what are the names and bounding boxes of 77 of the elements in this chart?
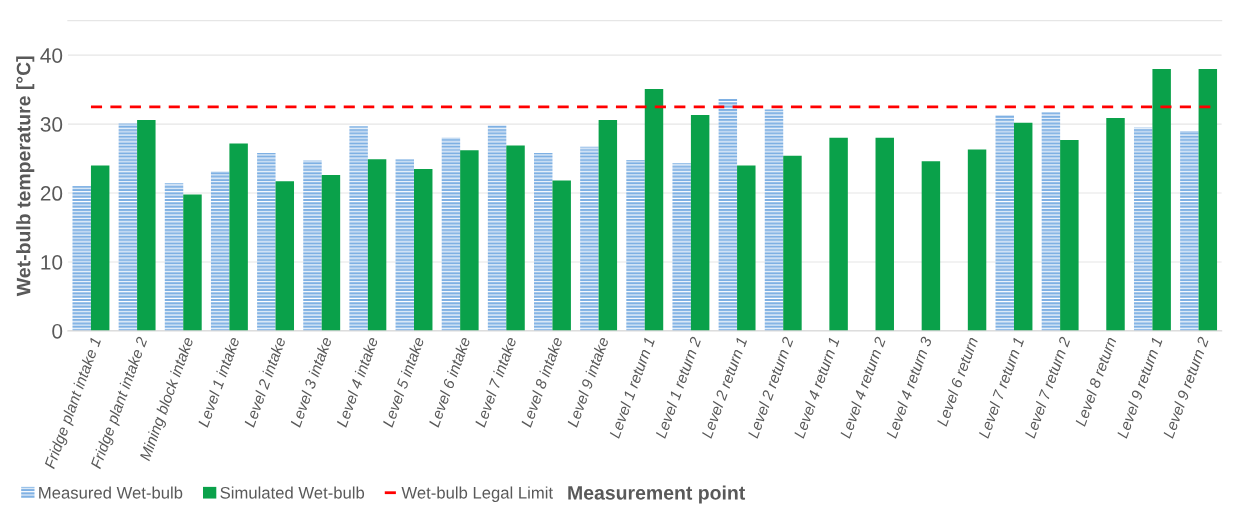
bar (1133, 127, 1153, 331)
bar (183, 194, 202, 331)
bar (210, 170, 230, 331)
bar (118, 123, 138, 331)
x-tick-label: Level 1 return 2 (654, 335, 702, 439)
bar (718, 98, 738, 331)
bar (1013, 122, 1033, 331)
bar (783, 155, 802, 331)
bar (598, 119, 618, 331)
x-tick-label: Level 6 intake (428, 336, 471, 428)
x-tick-label: Level 7 return 1 (977, 336, 1025, 439)
bar (672, 163, 691, 331)
legend-label: Simulated Wet-bulb (220, 486, 365, 499)
bar (1041, 112, 1061, 331)
x-tick-label: Level 2 return 1 (700, 336, 748, 439)
x-tick-label: Level 8 intake (520, 336, 563, 428)
bar (552, 180, 571, 331)
x-tick-label: Level 1 intake (197, 336, 240, 428)
x-tick-label: Level 4 return 3 (885, 335, 933, 439)
bar (395, 159, 415, 331)
y-tick-label: 40 (40, 48, 63, 63)
bar (506, 145, 525, 331)
x-tick-label: Level 2 return 2 (747, 335, 794, 439)
bar (921, 161, 941, 331)
bar (1152, 68, 1171, 331)
bar (137, 119, 156, 331)
bar (164, 183, 184, 331)
x-tick-label: Level 3 intake (289, 336, 333, 428)
x-tick-label: Level 7 return 2 (1023, 335, 1071, 439)
legend-label: Measured Wet-bulb (39, 486, 183, 499)
x-tick-label: Level 9 intake (566, 336, 609, 428)
bar (764, 109, 784, 331)
bar (875, 137, 894, 331)
bar (1180, 130, 1199, 331)
bar (90, 165, 110, 331)
y-tick-label: 10 (41, 254, 63, 270)
bar (829, 137, 848, 331)
x-tick-label: Level 2 intake (243, 336, 286, 428)
bar (321, 175, 341, 331)
x-tick-label: Level 4 return 2 (839, 335, 886, 439)
bar (1198, 68, 1218, 331)
bar (626, 159, 645, 331)
bar (275, 181, 295, 331)
bar (460, 150, 479, 331)
x-tick-label: Level 9 return 2 (1162, 335, 1210, 439)
x-tick-label: Level 1 return 1 (608, 336, 655, 439)
bar (72, 186, 91, 331)
y-tick-label: 30 (40, 117, 63, 132)
bar (995, 115, 1014, 331)
bar (1060, 139, 1079, 331)
x-tick-label: Level 7 intake (474, 336, 517, 428)
bar (367, 159, 387, 331)
bar (349, 126, 368, 331)
y-axis-title: Wet-bulb temperature [°C] (16, 56, 35, 297)
x-tick-label: Level 8 return (1074, 336, 1117, 427)
bar (690, 115, 710, 331)
bar (580, 146, 599, 331)
x-axis-title: Measurement point (568, 485, 746, 504)
x-tick-label: Level 4 return 1 (793, 336, 840, 439)
bar (1106, 117, 1125, 331)
bar (441, 137, 461, 331)
x-tick-label: Level 9 return 1 (1116, 336, 1163, 439)
bar (487, 125, 507, 331)
bar (737, 165, 756, 331)
bar (644, 88, 664, 331)
bar (257, 153, 276, 331)
y-tick-label: 20 (40, 186, 63, 201)
bar (534, 153, 553, 331)
bar (229, 143, 248, 331)
x-tick-label: Level 5 intake (381, 336, 425, 428)
x-tick-label: Level 4 intake (335, 336, 379, 428)
y-tick-label: 0 (52, 323, 63, 339)
bar (414, 168, 433, 331)
bar (967, 149, 987, 331)
bar (303, 160, 322, 331)
x-tick-label: Level 6 return (936, 336, 979, 427)
legend-label: Wet-bulb Legal Limit (401, 486, 553, 502)
